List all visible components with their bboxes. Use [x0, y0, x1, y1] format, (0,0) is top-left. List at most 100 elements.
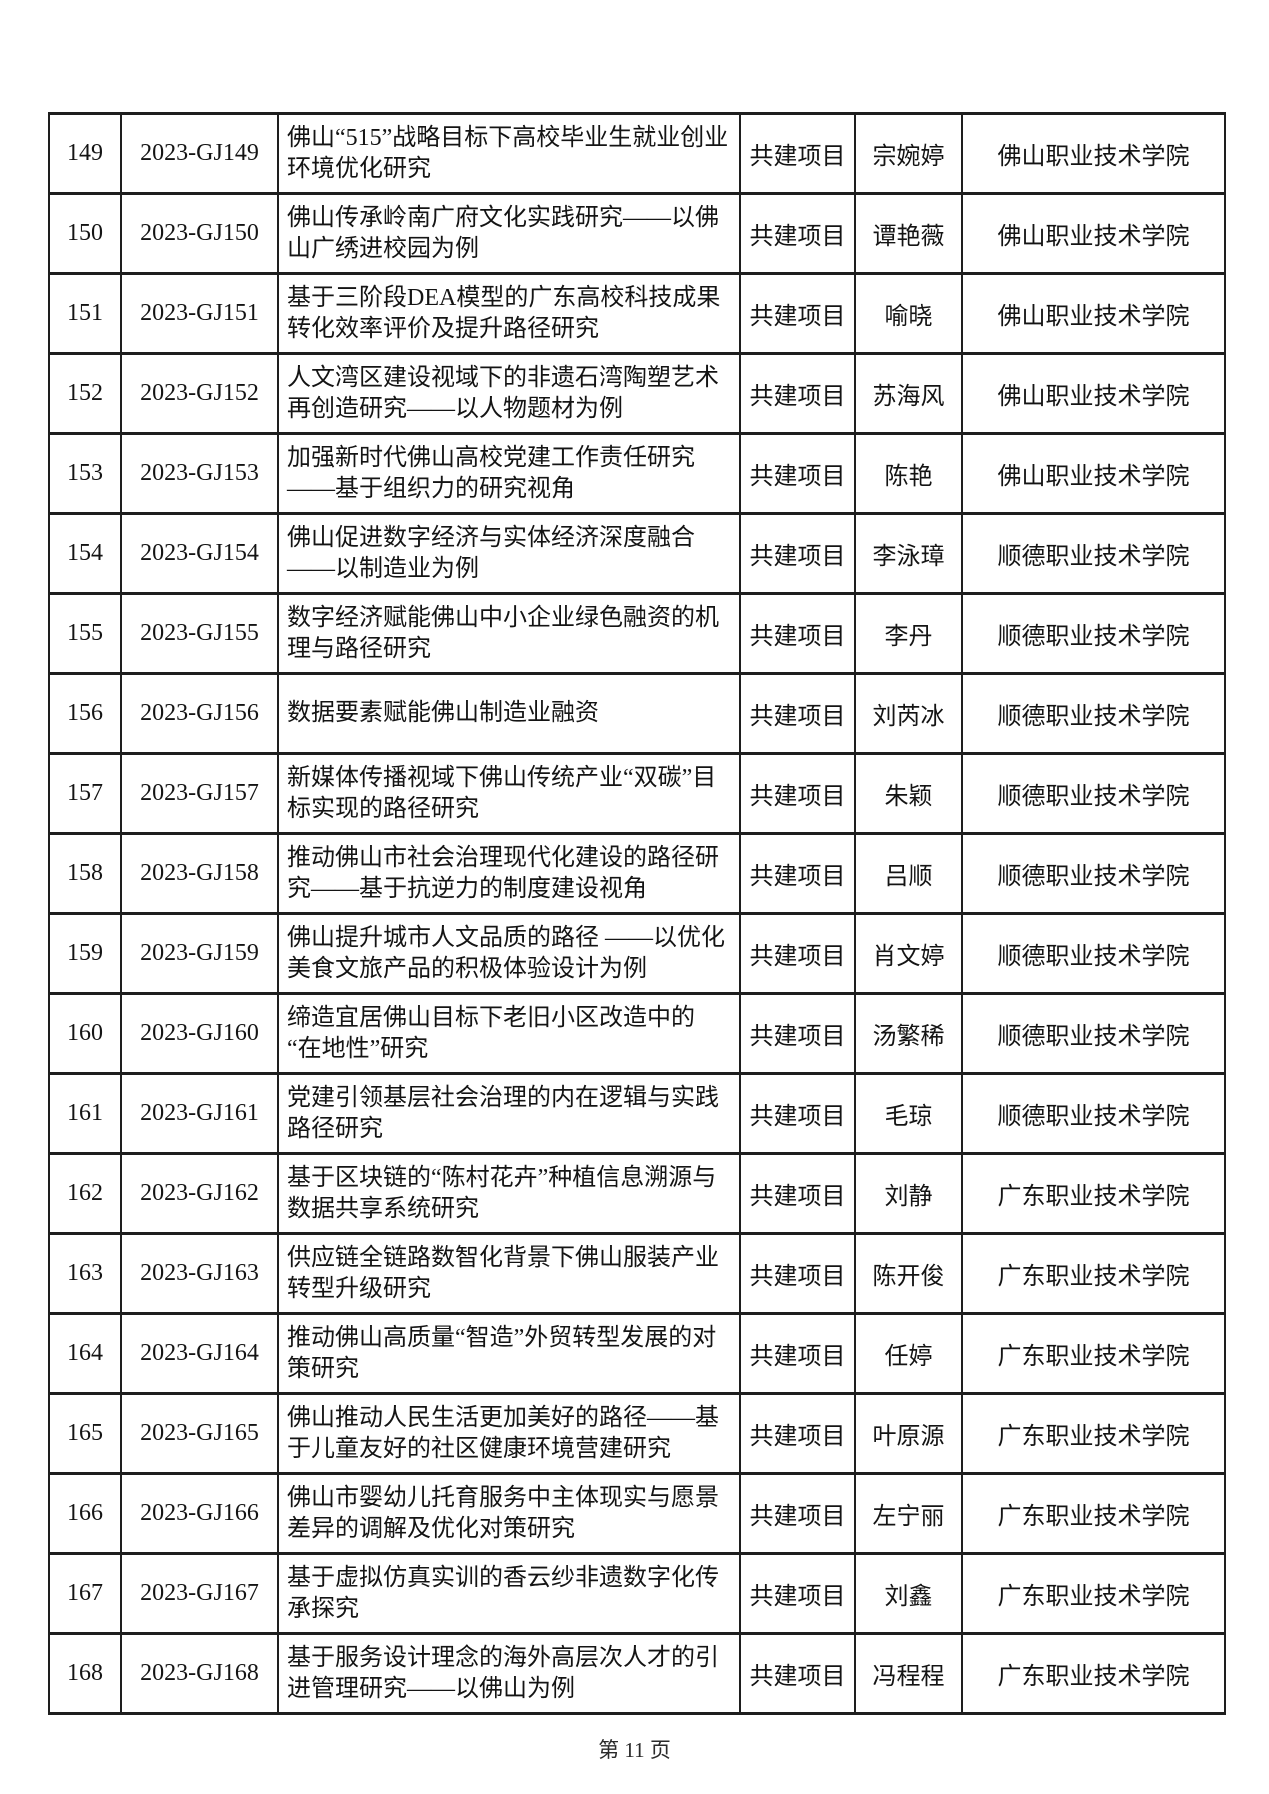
- table-row: 160 2023-GJ160 缔造宜居佛山目标下老旧小区改造中的“在地性”研究 …: [48, 992, 1226, 1075]
- row-number-cell: 152: [48, 352, 122, 435]
- project-type-cell: 共建项目: [739, 1072, 856, 1155]
- project-title-cell: 佛山提升城市人文品质的路径 ——以优化美食文旅产品的积极体验设计为例: [277, 912, 741, 995]
- row-number-cell: 162: [48, 1152, 122, 1235]
- projects-table: 149 2023-GJ149 佛山“515”战略目标下高校毕业生就业创业环境优化…: [48, 112, 1226, 1715]
- project-code-cell: 2023-GJ166: [120, 1472, 279, 1555]
- project-type-cell: 共建项目: [739, 752, 856, 835]
- institution-cell: 广东职业技术学院: [961, 1552, 1226, 1635]
- project-code-cell: 2023-GJ167: [120, 1552, 279, 1635]
- table-row: 165 2023-GJ165 佛山推动人民生活更加美好的路径——基于儿童友好的社…: [48, 1392, 1226, 1475]
- project-leader-cell: 朱颖: [854, 752, 963, 835]
- project-code-cell: 2023-GJ154: [120, 512, 279, 595]
- project-title-cell: 佛山促进数字经济与实体经济深度融合——以制造业为例: [277, 512, 741, 595]
- institution-cell: 广东职业技术学院: [961, 1392, 1226, 1475]
- institution-cell: 佛山职业技术学院: [961, 352, 1226, 435]
- row-number-cell: 159: [48, 912, 122, 995]
- project-code-cell: 2023-GJ160: [120, 992, 279, 1075]
- project-type-cell: 共建项目: [739, 432, 856, 515]
- table-row: 157 2023-GJ157 新媒体传播视域下佛山传统产业“双碳”目标实现的路径…: [48, 752, 1226, 835]
- institution-cell: 广东职业技术学院: [961, 1312, 1226, 1395]
- project-title-cell: 数字经济赋能佛山中小企业绿色融资的机理与路径研究: [277, 592, 741, 675]
- project-title-cell: 佛山“515”战略目标下高校毕业生就业创业环境优化研究: [277, 112, 741, 195]
- project-leader-cell: 汤繁稀: [854, 992, 963, 1075]
- project-type-cell: 共建项目: [739, 1472, 856, 1555]
- project-title-cell: 党建引领基层社会治理的内在逻辑与实践路径研究: [277, 1072, 741, 1155]
- table-row: 149 2023-GJ149 佛山“515”战略目标下高校毕业生就业创业环境优化…: [48, 112, 1226, 195]
- table-row: 151 2023-GJ151 基于三阶段DEA模型的广东高校科技成果转化效率评价…: [48, 272, 1226, 355]
- project-type-cell: 共建项目: [739, 1552, 856, 1635]
- project-code-cell: 2023-GJ168: [120, 1632, 279, 1715]
- project-leader-cell: 吕顺: [854, 832, 963, 915]
- project-leader-cell: 喻晓: [854, 272, 963, 355]
- project-type-cell: 共建项目: [739, 352, 856, 435]
- project-leader-cell: 刘鑫: [854, 1552, 963, 1635]
- project-code-cell: 2023-GJ151: [120, 272, 279, 355]
- project-type-cell: 共建项目: [739, 112, 856, 195]
- project-code-cell: 2023-GJ165: [120, 1392, 279, 1475]
- project-code-cell: 2023-GJ155: [120, 592, 279, 675]
- row-number-cell: 153: [48, 432, 122, 515]
- project-title-cell: 新媒体传播视域下佛山传统产业“双碳”目标实现的路径研究: [277, 752, 741, 835]
- project-leader-cell: 陈开俊: [854, 1232, 963, 1315]
- project-code-cell: 2023-GJ161: [120, 1072, 279, 1155]
- row-number-cell: 156: [48, 672, 122, 755]
- project-code-cell: 2023-GJ164: [120, 1312, 279, 1395]
- table-row: 159 2023-GJ159 佛山提升城市人文品质的路径 ——以优化美食文旅产品…: [48, 912, 1226, 995]
- table-row: 154 2023-GJ154 佛山促进数字经济与实体经济深度融合——以制造业为例…: [48, 512, 1226, 595]
- project-title-cell: 缔造宜居佛山目标下老旧小区改造中的“在地性”研究: [277, 992, 741, 1075]
- table-row: 155 2023-GJ155 数字经济赋能佛山中小企业绿色融资的机理与路径研究 …: [48, 592, 1226, 675]
- projects-table-body: 149 2023-GJ149 佛山“515”战略目标下高校毕业生就业创业环境优化…: [48, 112, 1226, 1715]
- project-code-cell: 2023-GJ149: [120, 112, 279, 195]
- project-code-cell: 2023-GJ162: [120, 1152, 279, 1235]
- project-leader-cell: 任婷: [854, 1312, 963, 1395]
- project-leader-cell: 谭艳薇: [854, 192, 963, 275]
- row-number-cell: 168: [48, 1632, 122, 1715]
- institution-cell: 佛山职业技术学院: [961, 432, 1226, 515]
- project-code-cell: 2023-GJ157: [120, 752, 279, 835]
- table-row: 158 2023-GJ158 推动佛山市社会治理现代化建设的路径研究——基于抗逆…: [48, 832, 1226, 915]
- project-code-cell: 2023-GJ156: [120, 672, 279, 755]
- table-row: 156 2023-GJ156 数据要素赋能佛山制造业融资 共建项目 刘芮冰 顺德…: [48, 672, 1226, 755]
- project-title-cell: 推动佛山市社会治理现代化建设的路径研究——基于抗逆力的制度建设视角: [277, 832, 741, 915]
- institution-cell: 顺德职业技术学院: [961, 912, 1226, 995]
- institution-cell: 广东职业技术学院: [961, 1232, 1226, 1315]
- project-type-cell: 共建项目: [739, 512, 856, 595]
- institution-cell: 顺德职业技术学院: [961, 512, 1226, 595]
- table-row: 150 2023-GJ150 佛山传承岭南广府文化实践研究——以佛山广绣进校园为…: [48, 192, 1226, 275]
- project-code-cell: 2023-GJ150: [120, 192, 279, 275]
- project-title-cell: 基于三阶段DEA模型的广东高校科技成果转化效率评价及提升路径研究: [277, 272, 741, 355]
- project-leader-cell: 左宁丽: [854, 1472, 963, 1555]
- row-number-cell: 163: [48, 1232, 122, 1315]
- row-number-cell: 155: [48, 592, 122, 675]
- project-title-cell: 佛山市婴幼儿托育服务中主体现实与愿景差异的调解及优化对策研究: [277, 1472, 741, 1555]
- table-row: 161 2023-GJ161 党建引领基层社会治理的内在逻辑与实践路径研究 共建…: [48, 1072, 1226, 1155]
- project-title-cell: 推动佛山高质量“智造”外贸转型发展的对策研究: [277, 1312, 741, 1395]
- institution-cell: 广东职业技术学院: [961, 1632, 1226, 1715]
- project-leader-cell: 宗婉婷: [854, 112, 963, 195]
- table-row: 152 2023-GJ152 人文湾区建设视域下的非遗石湾陶塑艺术再创造研究——…: [48, 352, 1226, 435]
- page-number: 第 11 页: [598, 1738, 671, 1762]
- row-number-cell: 158: [48, 832, 122, 915]
- project-leader-cell: 李泳璋: [854, 512, 963, 595]
- project-leader-cell: 叶原源: [854, 1392, 963, 1475]
- project-type-cell: 共建项目: [739, 592, 856, 675]
- project-type-cell: 共建项目: [739, 1312, 856, 1395]
- project-title-cell: 基于服务设计理念的海外高层次人才的引进管理研究——以佛山为例: [277, 1632, 741, 1715]
- project-title-cell: 数据要素赋能佛山制造业融资: [277, 672, 741, 755]
- row-number-cell: 161: [48, 1072, 122, 1155]
- project-type-cell: 共建项目: [739, 672, 856, 755]
- row-number-cell: 157: [48, 752, 122, 835]
- project-type-cell: 共建项目: [739, 992, 856, 1075]
- institution-cell: 佛山职业技术学院: [961, 192, 1226, 275]
- project-type-cell: 共建项目: [739, 1392, 856, 1475]
- institution-cell: 顺德职业技术学院: [961, 672, 1226, 755]
- project-title-cell: 基于区块链的“陈村花卉”种植信息溯源与数据共享系统研究: [277, 1152, 741, 1235]
- project-title-cell: 佛山推动人民生活更加美好的路径——基于儿童友好的社区健康环境营建研究: [277, 1392, 741, 1475]
- project-type-cell: 共建项目: [739, 832, 856, 915]
- project-leader-cell: 陈艳: [854, 432, 963, 515]
- table-row: 163 2023-GJ163 供应链全链路数智化背景下佛山服装产业转型升级研究 …: [48, 1232, 1226, 1315]
- row-number-cell: 166: [48, 1472, 122, 1555]
- table-row: 168 2023-GJ168 基于服务设计理念的海外高层次人才的引进管理研究——…: [48, 1632, 1226, 1715]
- project-title-cell: 供应链全链路数智化背景下佛山服装产业转型升级研究: [277, 1232, 741, 1315]
